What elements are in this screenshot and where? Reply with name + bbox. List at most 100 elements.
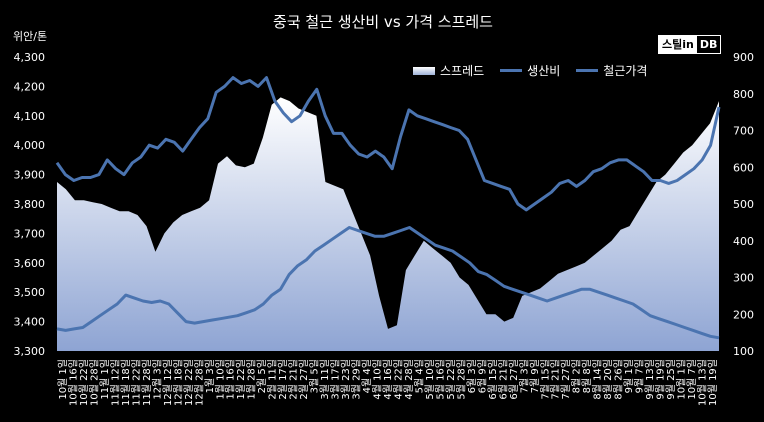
x-tick-label: 8월 20일 [602,359,614,400]
x-tick-label: 6월 27일 [508,359,520,400]
y-left-tick-label: 3,900 [14,169,46,182]
x-tick-label: 8월 14일 [592,359,604,400]
x-tick-label: 3월 23일 [340,359,352,400]
x-tick-label: 8월 26일 [613,359,625,400]
y-right-tick-label: 600 [733,161,754,174]
x-tick-label: 12월 3일 [151,359,163,400]
x-tick-label: 6월 3일 [466,359,478,393]
x-tick-label: 10월 7일 [686,359,698,400]
x-tick-label: 11월 12일 [109,359,121,406]
x-tick-label: 4월 10일 [372,359,384,400]
x-tick-label: 11월 22일 [130,359,142,406]
y-right-tick-label: 400 [733,235,754,248]
x-tick-label: 10월 28일 [89,359,101,406]
x-tick-label: 1월 22일 [235,359,247,400]
legend-item-spread: 스프레드 [413,62,484,79]
legend-label-rebar-price: 철근가격 [603,64,648,78]
y-right-tick-label: 900 [733,51,754,64]
y-right-tick-label: 500 [733,198,754,211]
legend-item-rebar-price: 철근가격 [576,62,647,79]
x-tick-label: 10월 22일 [78,359,90,406]
x-tick-label: 1월 28일 [246,359,258,400]
y-right-tick-label: 100 [733,345,754,358]
y-right-tick-label: 700 [733,125,754,138]
y-left-tick-label: 3,300 [14,345,46,358]
x-tick-label: 7월 27일 [560,359,572,400]
x-tick-label: 5월 16일 [434,359,446,400]
x-tick-label: 6월 9일 [476,359,488,393]
x-tick-label: 1월 16일 [225,359,237,400]
x-tick-label: 11월 28일 [141,359,153,406]
x-tick-label: 9월 1일 [623,359,635,393]
y-left-tick-label: 4,200 [14,80,46,93]
x-tick-label: 12월 28일 [193,359,205,406]
x-tick-label: 9월 7일 [634,359,646,393]
y-left-tick-label: 3,800 [14,198,46,211]
x-tick-label: 7월 21일 [550,359,562,400]
x-tick-label: 4월 4일 [361,359,373,393]
y-left-tick-label: 3,600 [14,257,46,270]
x-tick-label: 4월 16일 [382,359,394,400]
x-tick-label: 4월 28일 [403,359,415,400]
chart-legend: 스프레드 생산비 철근가격 [413,62,647,79]
y-left-tick-label: 3,700 [14,227,46,240]
x-tick-label: 3월 5일 [309,359,321,393]
x-tick-label: 3월 11일 [319,359,331,400]
x-tick-label: 6월 15일 [487,359,499,400]
x-tick-label: 5월 22일 [445,359,457,400]
chart-title: 중국 철근 생산비 vs 가격 스프레드 [273,13,493,31]
y-right-tick-label: 300 [733,272,754,285]
legend-label-spread: 스프레드 [440,64,485,78]
x-tick-label: 9월 25일 [665,359,677,400]
x-tick-label: 1월 10일 [214,359,226,400]
x-tick-label: 8월 2일 [571,359,583,393]
y-right-tick-label: 800 [733,88,754,101]
x-tick-label: 9월 19일 [655,359,667,400]
x-tick-label: 6월 21일 [497,359,509,400]
x-tick-label: 11월 1일 [99,359,111,400]
x-tick-label: 7월 3일 [518,359,530,393]
legend-swatch-rebar-price [576,69,599,72]
brand-logo: 스틸in DB [658,35,722,54]
x-tick-label: 10월 1일 [676,359,688,400]
x-tick-label: 10월 16일 [68,359,80,406]
x-tick-label: 7월 9일 [529,359,541,393]
x-tick-label: 12월 12일 [162,359,174,406]
logo-text-primary: 스틸in [659,36,697,53]
x-tick-label: 5월 28일 [455,359,467,400]
legend-swatch-spread [413,66,435,75]
y-left-tick-label: 4,300 [14,51,46,64]
x-tick-label: 11월 18일 [120,359,132,406]
x-tick-label: 5월 10일 [424,359,436,400]
x-tick-label: 3월 17일 [330,359,342,400]
y-left-tick-label: 4,000 [14,139,46,152]
x-tick-label: 9월 13일 [644,359,656,400]
x-tick-label: 2월 5일 [256,359,268,393]
x-tick-label: 10월 19일 [707,359,719,406]
series-line-rebar-price [55,76,721,212]
x-tick-label: 12월 18일 [172,359,184,406]
x-tick-label: 12월 22일 [183,359,195,406]
x-tick-label: 10월 13일 [697,359,709,406]
x-tick-label: 3월 29일 [351,359,363,400]
x-tick-label: 2월 17일 [277,359,289,400]
x-tick-label: 7월 15일 [539,359,551,400]
x-tick-label: 8월 8일 [581,359,593,393]
x-tick-label: 2월 27일 [298,359,310,400]
legend-swatch-production-cost [500,69,523,72]
x-tick-label: 10월 1일 [57,359,69,400]
x-tick-label: 1월 3일 [204,359,216,393]
y-left-tick-label: 3,400 [14,316,46,329]
series-area-spread [57,97,719,352]
x-tick-label: 4월 22일 [393,359,405,400]
y-axis-unit-label: 위안/톤 [13,30,48,43]
y-left-tick-label: 3,500 [14,286,46,299]
legend-label-production-cost: 생산비 [527,64,561,78]
x-tick-label: 5월 4일 [414,359,426,393]
series-line-production-cost [56,226,720,340]
y-right-tick-label: 200 [733,308,754,321]
x-tick-label: 2월 21일 [288,359,300,400]
logo-text-secondary: DB [696,36,721,53]
